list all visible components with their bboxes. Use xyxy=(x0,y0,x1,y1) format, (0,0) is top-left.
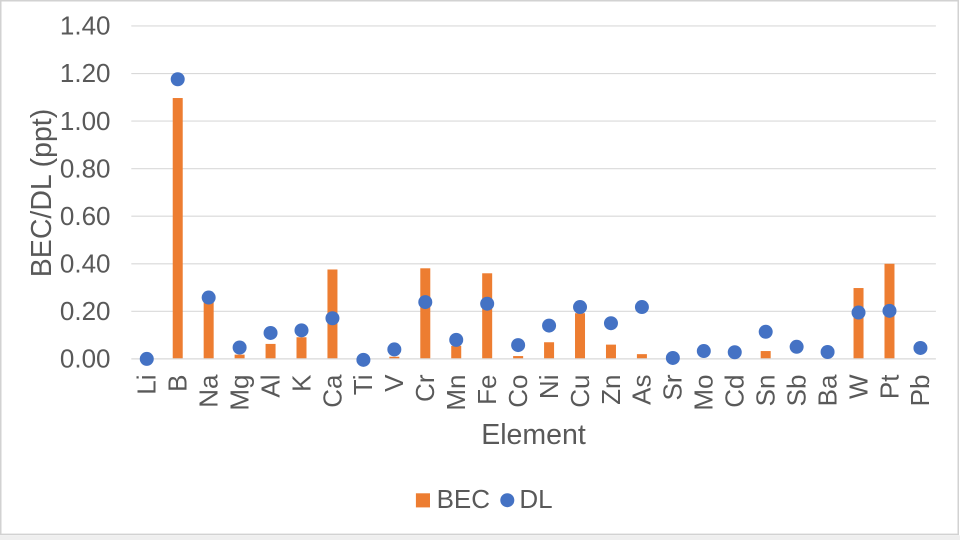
svg-text:BEC/DL (ppt): BEC/DL (ppt) xyxy=(26,109,58,277)
svg-text:Cr: Cr xyxy=(410,374,440,402)
svg-text:Cd: Cd xyxy=(720,375,750,408)
svg-text:Ba: Ba xyxy=(812,374,842,406)
svg-text:Pt: Pt xyxy=(874,374,904,399)
svg-text:0.20: 0.20 xyxy=(60,296,111,326)
svg-text:0.80: 0.80 xyxy=(60,153,111,183)
svg-text:Mn: Mn xyxy=(441,375,471,411)
svg-text:1.40: 1.40 xyxy=(60,11,111,41)
svg-text:Co: Co xyxy=(503,375,533,408)
svg-text:1.00: 1.00 xyxy=(60,106,111,136)
svg-text:Element: Element xyxy=(481,419,586,451)
svg-text:Al: Al xyxy=(255,375,285,398)
svg-text:Zn: Zn xyxy=(596,375,626,405)
svg-text:DL: DL xyxy=(519,484,552,514)
svg-text:Sb: Sb xyxy=(781,375,811,407)
svg-text:0.00: 0.00 xyxy=(60,344,111,374)
svg-text:0.40: 0.40 xyxy=(60,248,111,278)
svg-text:Pb: Pb xyxy=(905,375,935,407)
svg-text:Ca: Ca xyxy=(317,374,347,408)
svg-text:Sn: Sn xyxy=(751,375,781,407)
svg-text:As: As xyxy=(627,375,657,405)
svg-text:0.60: 0.60 xyxy=(60,201,111,231)
svg-text:1.20: 1.20 xyxy=(60,58,111,88)
svg-text:Ti: Ti xyxy=(348,375,378,396)
svg-text:Mo: Mo xyxy=(689,375,719,411)
svg-text:Na: Na xyxy=(193,374,223,408)
svg-text:Sr: Sr xyxy=(658,374,688,400)
svg-text:K: K xyxy=(286,374,316,392)
svg-text:W: W xyxy=(843,374,873,399)
svg-text:Ni: Ni xyxy=(534,375,564,400)
svg-text:B: B xyxy=(163,375,193,392)
svg-text:Cu: Cu xyxy=(565,375,595,408)
svg-text:BEC: BEC xyxy=(437,484,490,514)
svg-text:Fe: Fe xyxy=(472,375,502,405)
svg-text:V: V xyxy=(379,374,409,392)
svg-text:Mg: Mg xyxy=(224,375,254,411)
svg-text:Li: Li xyxy=(132,375,162,395)
